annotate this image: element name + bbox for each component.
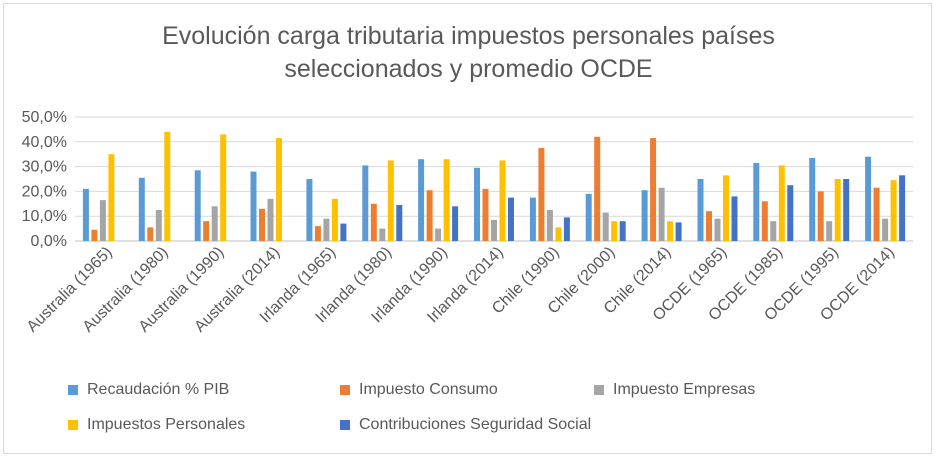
bar <box>147 227 154 241</box>
bar <box>267 198 274 241</box>
bar <box>508 197 514 241</box>
bar <box>650 138 657 241</box>
bar <box>619 221 626 241</box>
bar <box>714 218 721 241</box>
bar <box>99 200 106 241</box>
chart-title: Evolución carga tributaria impuestos per… <box>0 20 937 86</box>
bar <box>203 221 210 241</box>
bar <box>882 218 889 241</box>
bar <box>778 165 785 241</box>
bar <box>370 203 377 241</box>
legend-item: Contribuciones Seguridad Social <box>340 416 591 434</box>
bar <box>314 226 321 241</box>
chart-title-line-1: Evolución carga tributaria impuestos per… <box>162 22 775 50</box>
bar <box>538 148 545 241</box>
y-tick-label: 50,0% <box>22 109 67 126</box>
bar <box>108 154 115 241</box>
bar <box>443 159 450 241</box>
bar <box>418 159 425 241</box>
bar <box>826 221 833 241</box>
y-tick-label: 10,0% <box>22 208 67 225</box>
bar <box>555 227 562 241</box>
bar <box>865 156 872 241</box>
bar <box>529 197 536 241</box>
bar <box>194 170 201 241</box>
bar <box>675 222 682 241</box>
bar <box>491 219 497 241</box>
bar <box>155 210 162 241</box>
legend-swatch <box>340 420 350 430</box>
bar <box>667 221 674 241</box>
bar <box>723 175 729 241</box>
bar <box>753 162 760 241</box>
bar <box>546 210 553 241</box>
bar <box>259 208 265 241</box>
bar <box>809 157 816 241</box>
bar <box>379 228 386 241</box>
legend-swatch <box>68 385 78 395</box>
bar <box>641 190 648 241</box>
legend-item: Impuesto Empresas <box>594 381 755 399</box>
bar <box>770 221 777 241</box>
legend-label: Contribuciones Seguridad Social <box>359 416 592 433</box>
bar <box>340 223 347 241</box>
legend-label: Impuesto Consumo <box>359 381 498 398</box>
bar <box>306 179 313 241</box>
chart-title-line-2: seleccionados y promedio OCDE <box>284 55 653 83</box>
bar <box>82 188 89 241</box>
legend-item: Impuestos Personales <box>68 416 245 434</box>
bar <box>323 218 330 241</box>
bar <box>250 171 257 241</box>
legend-label: Impuestos Personales <box>87 416 246 433</box>
bar <box>164 131 171 241</box>
y-tick-label: 0,0% <box>31 233 67 250</box>
bar <box>499 160 506 241</box>
bar <box>396 205 403 241</box>
bar <box>697 179 704 241</box>
bar <box>211 206 218 241</box>
bar <box>331 198 338 241</box>
bar <box>890 180 897 241</box>
y-tick-label: 30,0% <box>22 159 67 176</box>
bar <box>817 191 824 241</box>
y-tick-label: 20,0% <box>22 183 67 200</box>
bar <box>731 196 738 241</box>
bar <box>474 167 480 241</box>
bar <box>787 185 794 241</box>
bar <box>220 134 227 241</box>
bar <box>482 188 489 241</box>
bar <box>761 201 768 241</box>
bar <box>435 228 442 241</box>
bar <box>585 193 592 241</box>
legend-item: Recaudación % PIB <box>68 381 229 399</box>
legend-label: Recaudación % PIB <box>87 381 230 398</box>
bar <box>873 187 880 241</box>
bar <box>362 165 369 241</box>
bar <box>843 179 850 241</box>
bar <box>91 229 98 241</box>
bar <box>899 175 906 241</box>
bar <box>834 179 841 241</box>
bar <box>276 138 282 241</box>
bar <box>706 211 712 241</box>
legend-swatch <box>68 420 78 430</box>
legend-label: Impuesto Empresas <box>613 381 756 398</box>
y-tick-label: 40,0% <box>22 134 67 151</box>
bar <box>602 212 609 241</box>
bar <box>563 217 570 241</box>
bar <box>387 160 394 241</box>
legend-item: Impuesto Consumo <box>340 381 498 399</box>
legend-swatch <box>340 385 350 395</box>
bar <box>594 136 601 241</box>
bar <box>138 177 145 241</box>
legend-swatch <box>594 385 604 395</box>
bar <box>611 221 618 241</box>
bar <box>452 206 459 241</box>
bar <box>426 190 433 241</box>
bar <box>658 187 665 241</box>
